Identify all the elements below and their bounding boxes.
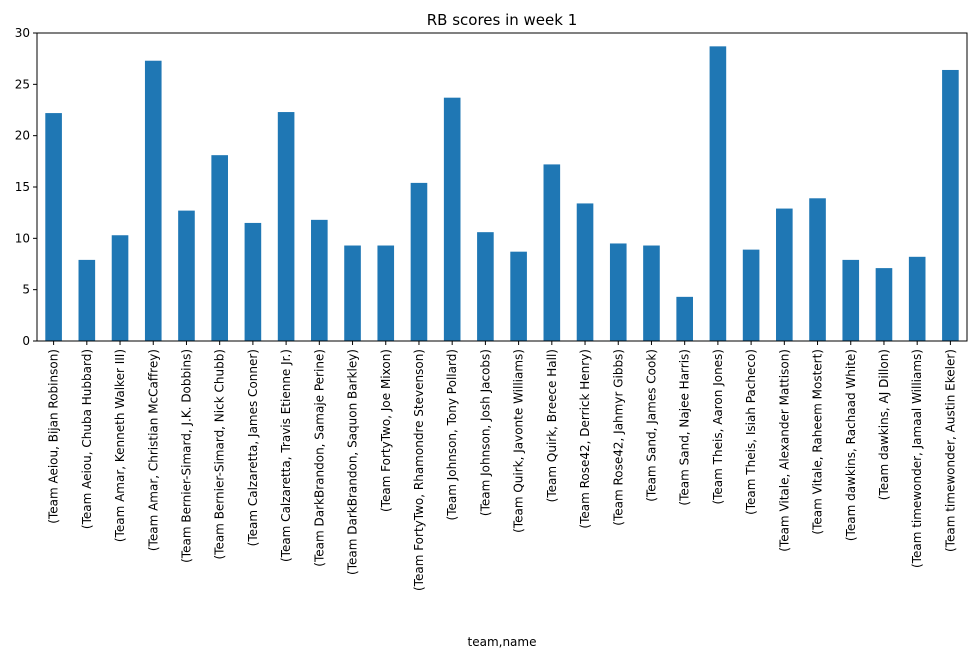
- bar: [742, 249, 760, 341]
- bar: [144, 60, 162, 341]
- bar: [842, 259, 860, 341]
- y-tick-label: 30: [15, 26, 30, 40]
- bar: [543, 164, 561, 341]
- bar: [78, 259, 96, 341]
- x-tick-label: (Team Rose42, Jahmyr Gibbs): [611, 349, 625, 526]
- x-axis: (Team Aeiou, Bijan Robinson) (Team Aeiou,…: [47, 341, 957, 591]
- x-tick-label: (Team Bernier-Simard, Nick Chubb): [213, 349, 227, 560]
- x-tick-label: (Team Quirk, Javonte Williams): [512, 349, 526, 533]
- y-tick-label: 15: [15, 180, 30, 194]
- x-tick-label: (Team Calzaretta, James Conner): [246, 349, 260, 546]
- x-tick-label: (Team Amar, Christian McCaffrey): [146, 349, 160, 551]
- y-tick-label: 0: [22, 334, 30, 348]
- bar: [377, 245, 395, 341]
- bar: [211, 155, 228, 341]
- x-tick-label: (Team Johnson, Tony Pollard): [445, 349, 459, 520]
- x-tick-label: (Team Rose42, Derrick Henry): [578, 349, 592, 529]
- bar: [443, 97, 461, 342]
- x-tick-label: (Team Calzaretta, Travis Etienne Jr.): [279, 349, 293, 562]
- bar: [111, 235, 129, 341]
- x-tick-label: (Team Vitale, Alexander Mattison): [777, 349, 791, 552]
- x-tick-label: (Team DarkBrandon, Samaje Perine): [312, 349, 326, 567]
- x-tick-label: (Team Sand, James Cook): [644, 349, 658, 502]
- bar: [709, 46, 727, 341]
- bar: [178, 210, 195, 341]
- bar: [576, 203, 594, 341]
- x-tick-label: (Team Sand, Najee Harris): [678, 349, 692, 506]
- y-tick-label: 5: [22, 283, 30, 297]
- bar: [643, 245, 660, 341]
- bar: [776, 208, 793, 341]
- x-tick-label: (Team dawkins, AJ Dillon): [877, 349, 891, 500]
- x-tick-label: (Team Amar, Kenneth Walker III): [113, 349, 127, 542]
- bar: [311, 219, 328, 341]
- bars-group: [45, 46, 959, 342]
- x-tick-label: (Team Theis, Aaron Jones): [711, 349, 725, 505]
- x-tick-label: (Team FortyTwo, Joe Mixon): [379, 349, 393, 512]
- x-tick-label: (Team Quirk, Breece Hall): [545, 349, 559, 502]
- y-tick-label: 25: [15, 77, 30, 91]
- x-axis-label: team,name: [468, 635, 537, 649]
- x-tick-label: (Team Theis, Isiah Pacheco): [744, 349, 758, 515]
- bar: [277, 112, 295, 341]
- bar: [244, 222, 262, 341]
- bar: [809, 198, 826, 341]
- x-tick-label: (Team Bernier-Simard, J.K. Dobbins): [179, 349, 193, 563]
- bar: [676, 296, 693, 341]
- bar: [477, 232, 494, 341]
- x-tick-label: (Team Aeiou, Bijan Robinson): [47, 349, 61, 524]
- x-tick-label: (Team DarkBrandon, Saquon Barkley): [346, 349, 360, 575]
- bar: [410, 182, 428, 341]
- bar: [609, 243, 627, 341]
- x-tick-label: (Team timewonder, Jamaal Williams): [910, 349, 924, 568]
- y-tick-label: 10: [15, 231, 30, 245]
- bar: [45, 113, 62, 341]
- bar: [942, 69, 959, 342]
- chart-title: RB scores in week 1: [427, 11, 578, 29]
- x-tick-label: (Team Vitale, Raheem Mostert): [811, 349, 825, 535]
- x-tick-label: (Team Johnson, Josh Jacobs): [478, 349, 492, 516]
- y-axis: 0 5 10 15 20 25 30: [15, 26, 37, 348]
- bar: [510, 251, 527, 341]
- x-tick-label: (Team Aeiou, Chuba Hubbard): [80, 349, 94, 529]
- x-tick-label: (Team dawkins, Rachaad White): [844, 349, 858, 541]
- bar: [344, 245, 361, 341]
- plot-frame: [36, 32, 968, 342]
- x-tick-label: (Team timewonder, Austin Ekeler): [943, 349, 957, 552]
- x-tick-label: (Team FortyTwo, Rhamondre Stevenson): [412, 349, 426, 591]
- bar: [908, 256, 926, 341]
- bar: [875, 268, 893, 341]
- y-tick-label: 20: [15, 129, 30, 143]
